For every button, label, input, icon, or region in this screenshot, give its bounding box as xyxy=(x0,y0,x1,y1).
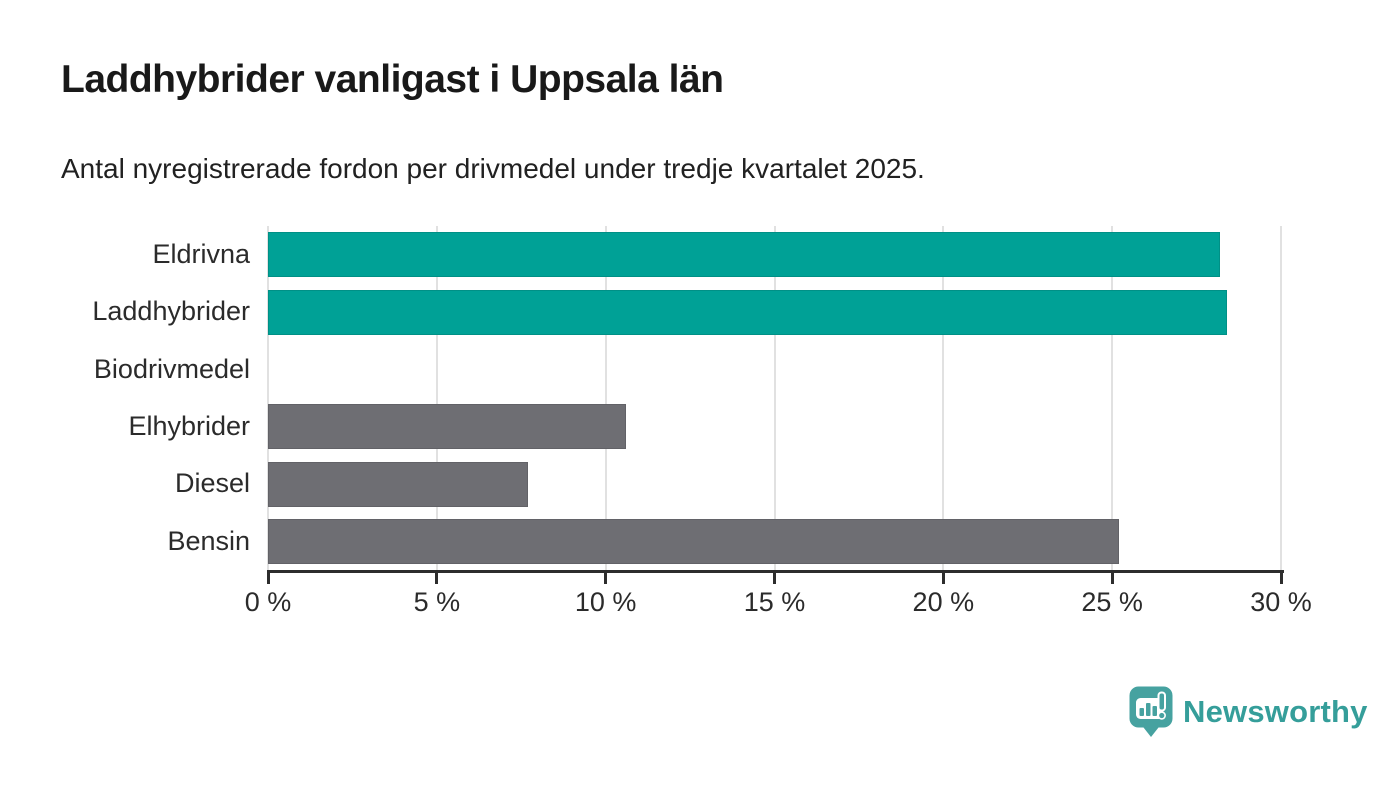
category-label-eldrivna: Eldrivna xyxy=(152,239,250,270)
bar-diesel xyxy=(268,461,528,507)
category-label-biodrivmedel: Biodrivmedel xyxy=(93,353,250,384)
newsworthy-logo-icon xyxy=(1129,686,1173,737)
x-tick-label-25: 25 % xyxy=(1081,587,1143,617)
bar-chart-plot-area xyxy=(267,226,1282,570)
category-label-diesel: Diesel xyxy=(174,468,250,499)
x-axis-line xyxy=(268,570,1284,573)
x-tick-30 xyxy=(1279,570,1283,584)
bar-bensin xyxy=(268,518,1119,564)
category-label-elhybrider: Elhybrider xyxy=(128,411,250,442)
bar-elhybrider xyxy=(268,404,626,450)
chart-title: Laddhybrider vanligast i Uppsala län xyxy=(61,58,724,101)
x-tick-25 xyxy=(1110,570,1114,584)
x-tick-label-5: 5 % xyxy=(413,587,461,617)
x-tick-label-15: 15 % xyxy=(743,587,806,617)
chart-subtitle: Antal nyregistrerade fordon per drivmede… xyxy=(61,153,925,184)
brand-name: Newsworthy xyxy=(1183,693,1368,729)
gridline-10 xyxy=(604,226,607,570)
gridline-20 xyxy=(942,226,945,570)
bar-laddhybrider xyxy=(268,289,1227,335)
x-tick-label-0: 0 % xyxy=(244,587,292,617)
x-tick-20 xyxy=(941,570,945,584)
x-tick-15 xyxy=(773,570,776,584)
category-axis: Eldrivna Laddhybrider Biodrivmedel Elhybrid… xyxy=(40,226,250,570)
category-label-bensin: Bensin xyxy=(167,525,250,556)
x-tick-10 xyxy=(604,570,608,584)
gridline-30 xyxy=(1280,226,1282,570)
category-label-laddhybrider: Laddhybrider xyxy=(92,296,250,327)
x-tick-label-30: 30 % xyxy=(1250,587,1312,617)
x-tick-5 xyxy=(435,570,439,584)
bar-eldrivna xyxy=(268,232,1221,278)
gridline-5 xyxy=(435,226,438,570)
gridline-15 xyxy=(773,226,776,570)
gridline-25 xyxy=(1111,226,1114,570)
brand-footer: Newsworthy xyxy=(1128,685,1368,738)
x-tick-0 xyxy=(266,570,270,584)
x-tick-label-20: 20 % xyxy=(912,587,975,617)
gridline-0 xyxy=(267,226,269,570)
x-tick-label-10: 10 % xyxy=(574,587,637,617)
